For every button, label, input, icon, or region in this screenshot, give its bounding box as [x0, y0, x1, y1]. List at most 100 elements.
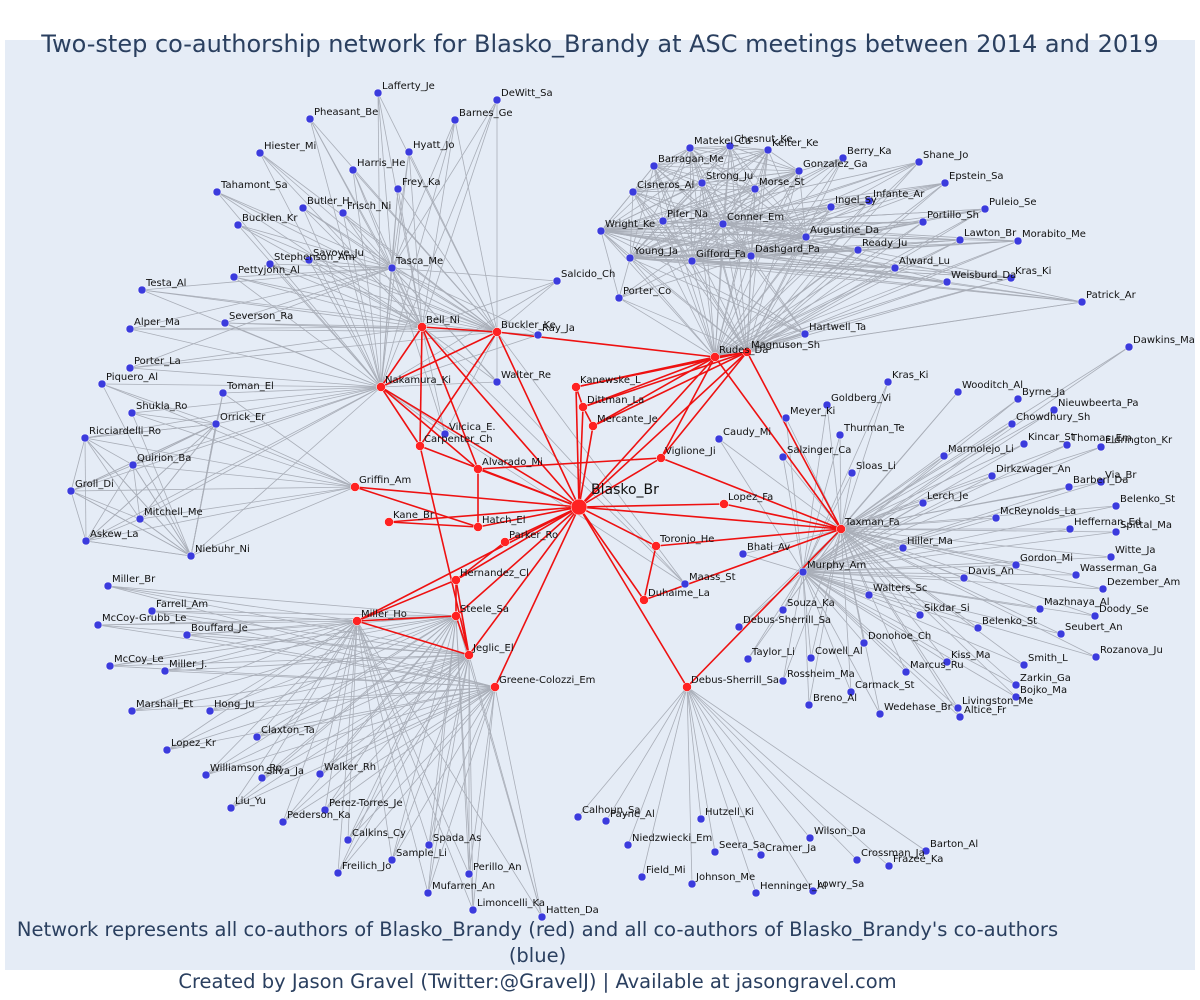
coauthor-node-blue[interactable]	[808, 886, 818, 896]
coauthor-node-blue[interactable]	[201, 770, 211, 780]
coauthor-node-red[interactable]	[639, 595, 649, 605]
coauthor-node-blue[interactable]	[918, 217, 928, 227]
coauthor-node-red[interactable]	[710, 352, 720, 362]
coauthor-node-blue[interactable]	[1019, 439, 1029, 449]
coauthor-node-blue[interactable]	[743, 654, 753, 664]
coauthor-node-blue[interactable]	[914, 157, 924, 167]
coauthor-node-blue[interactable]	[348, 165, 358, 175]
coauthor-node-blue[interactable]	[955, 235, 965, 245]
coauthor-node-blue[interactable]	[233, 220, 243, 230]
coauthor-node-blue[interactable]	[1096, 442, 1106, 452]
coauthor-node-blue[interactable]	[918, 498, 928, 508]
coauthor-node-blue[interactable]	[687, 879, 697, 889]
coauthor-node-blue[interactable]	[93, 620, 103, 630]
coauthor-node-blue[interactable]	[875, 709, 885, 719]
coauthor-node-blue[interactable]	[734, 622, 744, 632]
coauthor-node-blue[interactable]	[751, 888, 761, 898]
coauthor-node-red[interactable]	[742, 347, 752, 357]
coauthor-node-blue[interactable]	[252, 732, 262, 742]
coauthor-node-blue[interactable]	[973, 623, 983, 633]
coauthor-node-blue[interactable]	[1096, 477, 1106, 487]
coauthor-node-blue[interactable]	[1019, 660, 1029, 670]
coauthor-node-blue[interactable]	[942, 277, 952, 287]
coauthor-node-red[interactable]	[473, 522, 483, 532]
coauthor-node-blue[interactable]	[1077, 297, 1087, 307]
coauthor-node-blue[interactable]	[1065, 524, 1075, 534]
coauthor-node-blue[interactable]	[801, 232, 811, 242]
coauthor-node-blue[interactable]	[320, 805, 330, 815]
coauthor-node-blue[interactable]	[440, 429, 450, 439]
coauthor-node-blue[interactable]	[424, 840, 434, 850]
coauthor-node-blue[interactable]	[81, 536, 91, 546]
coauthor-node-red[interactable]	[651, 541, 661, 551]
coauthor-node-blue[interactable]	[756, 850, 766, 860]
coauthor-node-blue[interactable]	[229, 272, 239, 282]
coauthor-node-blue[interactable]	[794, 166, 804, 176]
coauthor-node-red[interactable]	[464, 650, 474, 660]
coauthor-node-red[interactable]	[492, 327, 502, 337]
coauthor-node-blue[interactable]	[852, 855, 862, 865]
coauthor-node-blue[interactable]	[847, 468, 857, 478]
coauthor-node-blue[interactable]	[387, 263, 397, 273]
coauthor-node-blue[interactable]	[255, 148, 265, 158]
coauthor-node-red[interactable]	[571, 382, 581, 392]
coauthor-node-blue[interactable]	[601, 816, 611, 826]
coauthor-node-blue[interactable]	[680, 579, 690, 589]
coauthor-node-blue[interactable]	[333, 868, 343, 878]
coauthor-node-red[interactable]	[570, 498, 588, 516]
coauthor-node-blue[interactable]	[137, 285, 147, 295]
coauthor-node-blue[interactable]	[1007, 419, 1017, 429]
coauthor-node-blue[interactable]	[1013, 236, 1023, 246]
coauthor-node-blue[interactable]	[343, 835, 353, 845]
coauthor-node-blue[interactable]	[1011, 680, 1021, 690]
coauthor-node-blue[interactable]	[1071, 570, 1081, 580]
coauthor-node-blue[interactable]	[714, 434, 724, 444]
coauthor-node-blue[interactable]	[1124, 342, 1134, 352]
coauthor-node-red[interactable]	[384, 517, 394, 527]
coauthor-node-blue[interactable]	[853, 245, 863, 255]
coauthor-node-blue[interactable]	[725, 141, 735, 151]
coauthor-node-blue[interactable]	[637, 872, 647, 882]
coauthor-node-blue[interactable]	[614, 293, 624, 303]
coauthor-node-blue[interactable]	[147, 606, 157, 616]
coauthor-node-blue[interactable]	[125, 324, 135, 334]
coauthor-node-blue[interactable]	[980, 204, 990, 214]
coauthor-node-blue[interactable]	[387, 855, 397, 865]
coauthor-node-blue[interactable]	[492, 95, 502, 105]
coauthor-node-blue[interactable]	[1064, 482, 1074, 492]
coauthor-node-blue[interactable]	[468, 905, 478, 915]
coauthor-node-blue[interactable]	[805, 833, 815, 843]
coauthor-node-blue[interactable]	[884, 861, 894, 871]
coauthor-node-blue[interactable]	[182, 630, 192, 640]
coauthor-node-red[interactable]	[578, 402, 588, 412]
coauthor-node-blue[interactable]	[898, 543, 908, 553]
coauthor-node-blue[interactable]	[883, 377, 893, 387]
coauthor-node-blue[interactable]	[835, 430, 845, 440]
coauthor-node-blue[interactable]	[804, 700, 814, 710]
coauthor-node-blue[interactable]	[1090, 611, 1100, 621]
coauthor-node-blue[interactable]	[890, 263, 900, 273]
coauthor-node-blue[interactable]	[205, 706, 215, 716]
coauthor-node-blue[interactable]	[492, 377, 502, 387]
coauthor-node-blue[interactable]	[953, 703, 963, 713]
coauthor-node-blue[interactable]	[864, 590, 874, 600]
coauthor-node-blue[interactable]	[1091, 652, 1101, 662]
coauthor-node-blue[interactable]	[125, 363, 135, 373]
coauthor-node-blue[interactable]	[97, 379, 107, 389]
coauthor-node-blue[interactable]	[315, 769, 325, 779]
coauthor-node-blue[interactable]	[940, 178, 950, 188]
coauthor-node-blue[interactable]	[864, 196, 874, 206]
coauthor-node-red[interactable]	[352, 616, 362, 626]
coauthor-node-blue[interactable]	[778, 676, 788, 686]
coauthor-node-blue[interactable]	[1098, 584, 1108, 594]
coauthor-node-blue[interactable]	[533, 330, 543, 340]
coauthor-node-blue[interactable]	[218, 388, 228, 398]
coauthor-node-blue[interactable]	[697, 178, 707, 188]
coauthor-node-blue[interactable]	[763, 145, 773, 155]
coauthor-node-blue[interactable]	[696, 814, 706, 824]
coauthor-node-blue[interactable]	[1056, 629, 1066, 639]
coauthor-node-blue[interactable]	[338, 208, 348, 218]
coauthor-node-red[interactable]	[682, 682, 692, 692]
coauthor-node-blue[interactable]	[1035, 604, 1045, 614]
coauthor-node-blue[interactable]	[211, 419, 221, 429]
